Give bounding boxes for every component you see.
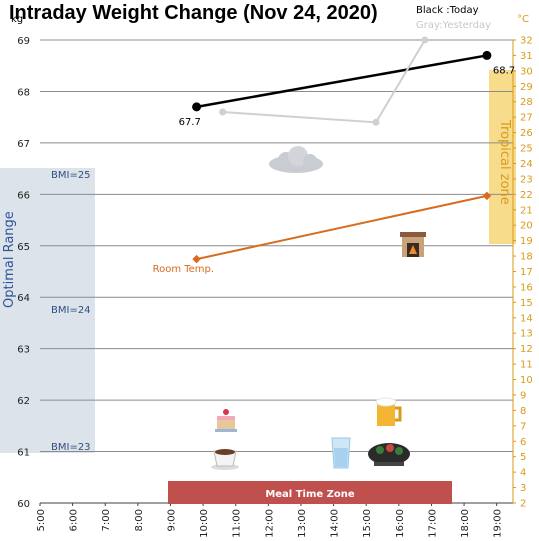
y2-tick-label: 26	[520, 128, 533, 139]
y2-tick-label: 10	[520, 375, 533, 386]
axes: 6061626364656667686923456789101112131415…	[17, 36, 532, 538]
x-tick-label: 17:00	[427, 509, 438, 538]
x-tick-label: 9:00	[166, 509, 177, 531]
beer-mug-icon	[375, 397, 402, 426]
y-tick-label: 62	[17, 396, 30, 407]
y-tick-label: 69	[17, 36, 30, 47]
room-temp-point	[192, 254, 201, 264]
bmi-24-label: BMI=24	[51, 305, 91, 316]
series-line-gray-yesterday	[222, 39, 426, 124]
legend-yesterday: Gray:Yesterday	[416, 20, 491, 31]
cake-icon	[215, 409, 237, 432]
x-tick-label: 18:00	[460, 509, 471, 538]
y-tick-label: 66	[17, 190, 30, 201]
y2-tick-label: 11	[520, 360, 533, 371]
y2-tick-label: 27	[520, 113, 533, 124]
y2-tick-label: 19	[520, 236, 533, 247]
meal-time-zone-bar	[168, 481, 452, 504]
y2-tick-label: 20	[520, 221, 533, 232]
today-point	[482, 50, 492, 60]
y-axis-unit-right: °C	[517, 14, 529, 25]
bmi-23-label: BMI=23	[51, 442, 91, 453]
meal-time-zone-label: Meal Time Zone	[265, 489, 355, 500]
y2-tick-label: 22	[520, 190, 533, 201]
water-glass-icon	[331, 437, 351, 469]
y2-tick-label: 23	[520, 174, 533, 185]
y-tick-label: 64	[17, 293, 30, 304]
room-temp-point	[482, 191, 492, 201]
y2-tick-label: 28	[520, 97, 533, 108]
y2-tick-label: 4	[520, 468, 526, 479]
y2-tick-label: 17	[520, 267, 533, 278]
x-tick-label: 6:00	[69, 509, 80, 531]
y2-tick-label: 31	[520, 51, 533, 62]
data-label: 67.7	[179, 117, 201, 128]
hotpot-icon	[368, 443, 410, 466]
y2-tick-label: 15	[520, 298, 533, 309]
y-tick-label: 61	[17, 448, 30, 459]
y2-tick-label: 24	[520, 159, 533, 170]
y2-tick-label: 30	[520, 66, 533, 77]
y2-tick-label: 21	[520, 205, 533, 216]
x-tick-label: 7:00	[101, 509, 112, 531]
x-tick-label: 15:00	[362, 509, 373, 538]
cloud-icon	[269, 146, 323, 173]
gridlines	[40, 39, 513, 504]
y2-tick-label: 16	[520, 282, 533, 293]
y2-tick-label: 25	[520, 144, 533, 155]
y-tick-label: 68	[17, 87, 30, 98]
y2-tick-label: 2	[520, 499, 526, 510]
y2-tick-label: 14	[520, 313, 533, 324]
room-temp-label: Room Temp.	[153, 264, 214, 275]
yesterday-point	[421, 36, 429, 44]
today-point	[192, 102, 202, 112]
y2-tick-label: 8	[520, 406, 526, 417]
bmi-25-label: BMI=25	[51, 170, 91, 181]
optimal-range-band	[0, 168, 95, 453]
legend-today: Black :Today	[416, 5, 479, 16]
y2-tick-label: 6	[520, 437, 526, 448]
y2-tick-label: 29	[520, 82, 533, 93]
x-tick-label: 14:00	[330, 509, 341, 538]
coffee-cup-icon	[211, 449, 239, 470]
y2-tick-label: 12	[520, 344, 533, 355]
x-tick-label: 10:00	[199, 509, 210, 538]
optimal-range-label: Optimal Range	[2, 211, 17, 308]
x-tick-label: 5:00	[36, 509, 47, 531]
fireplace-icon	[400, 232, 426, 257]
y2-tick-label: 13	[520, 329, 533, 340]
x-tick-label: 19:00	[493, 509, 504, 538]
tropical-zone-band	[489, 70, 516, 244]
y-tick-label: 63	[17, 345, 30, 356]
y2-tick-label: 5	[520, 452, 526, 463]
y2-tick-label: 9	[520, 390, 526, 401]
yesterday-point	[372, 118, 380, 126]
series-line-black-today	[196, 54, 488, 109]
y-axis-unit-left: kg	[11, 14, 23, 25]
tropical-zone-label: Tropical zone	[497, 119, 512, 205]
y2-tick-label: 3	[520, 483, 526, 494]
data-label: 68.7	[493, 65, 515, 76]
x-tick-label: 12:00	[264, 509, 275, 538]
y2-tick-label: 32	[520, 36, 533, 47]
x-tick-label: 16:00	[395, 509, 406, 538]
y-tick-label: 67	[17, 139, 30, 150]
x-tick-label: 11:00	[232, 509, 243, 538]
y2-tick-label: 7	[520, 421, 526, 432]
chart-title: Intraday Weight Change (Nov 24, 2020)	[9, 2, 378, 24]
y2-tick-label: 18	[520, 252, 533, 263]
y-tick-label: 65	[17, 242, 30, 253]
yesterday-point	[219, 108, 227, 116]
series-line-room-temp	[196, 194, 488, 261]
x-tick-label: 8:00	[134, 509, 145, 531]
x-tick-label: 13:00	[297, 509, 308, 538]
y-tick-label: 60	[17, 499, 30, 510]
series-layer: 67.7 68.7 Room Temp.	[153, 36, 515, 275]
